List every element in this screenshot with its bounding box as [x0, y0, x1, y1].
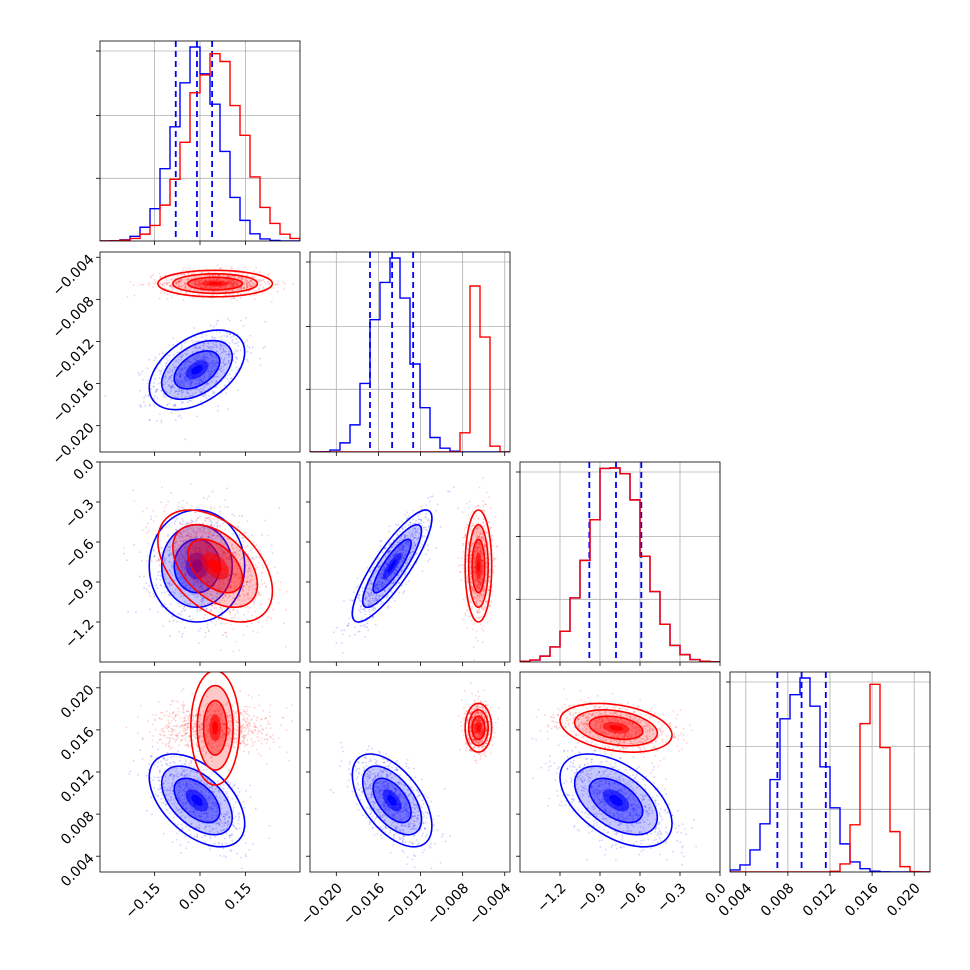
hist-panel-3 — [726, 671, 931, 876]
hist-1-series-1 — [310, 285, 510, 452]
xtick-label-param-1-1: −0.016 — [340, 880, 388, 928]
contour-1-0-series-1-core — [208, 282, 222, 286]
scatter-panel-3-0 — [96, 671, 301, 876]
contour-3-1-series-1-core — [476, 724, 480, 731]
ytick-label-param-3-1: 0.008 — [58, 808, 98, 848]
ytick-label-param-2-0: −1.2 — [62, 616, 97, 651]
hist-2-frame — [519, 461, 721, 663]
ytick-label-param-3-3: 0.016 — [58, 724, 98, 764]
contour-3-2-series-0-core — [609, 794, 623, 806]
ytick-label-param-2-4: 0.0 — [71, 456, 98, 483]
scatter-panel-2-1 — [306, 461, 511, 666]
contour-3-1-series-0-level-0 — [351, 753, 433, 848]
hist-panel-2 — [516, 461, 721, 666]
hist-3-frame — [729, 671, 931, 873]
xtick-label-param-2-3: −0.3 — [654, 880, 689, 915]
contour-2-0-series-0-core — [191, 559, 203, 573]
ytick-label-param-2-2: −0.6 — [62, 536, 97, 571]
xtick-label-param-2-1: −0.9 — [574, 880, 609, 915]
contour-2-0-series-1-core — [208, 559, 222, 573]
xtick-label-param-2-0: −1.2 — [534, 880, 569, 915]
scatter-3-0-frame — [99, 671, 301, 873]
contour-3-2-series-1-core — [609, 724, 623, 731]
scatter-panel-3-1 — [306, 671, 511, 876]
contour-3-0-series-0-level-0 — [148, 753, 246, 848]
hist-panel-1 — [306, 251, 511, 456]
ytick-label-param-2-1: −0.9 — [62, 576, 97, 611]
xtick-label-param-1-4: −0.004 — [466, 880, 514, 928]
contour-2-0-series-1-level-0 — [157, 509, 274, 623]
scatter-3-1-frame — [309, 671, 511, 873]
xtick-label-param-0-1: 0.00 — [176, 880, 209, 913]
scatter-1-0-frame — [99, 251, 301, 453]
contour-3-0-series-1-core — [212, 720, 219, 735]
ytick-label-param-3-2: 0.012 — [58, 766, 98, 806]
ytick-label-param-1-1: −0.016 — [50, 378, 98, 426]
xtick-label-param-1-3: −0.008 — [424, 880, 472, 928]
hist-0-series-1 — [100, 52, 300, 241]
contour-3-0-series-0-core — [191, 794, 203, 806]
ytick-label-param-1-2: −0.012 — [50, 336, 98, 384]
xtick-label-param-0-2: 0.15 — [222, 880, 255, 913]
contour-3-2-series-1-level-0 — [559, 702, 673, 753]
scatter-panel-2-0 — [96, 461, 301, 666]
xtick-label-param-3-1: 0.008 — [758, 880, 798, 920]
xtick-label-param-1-2: −0.012 — [382, 880, 430, 928]
xtick-label-param-3-4: 0.020 — [884, 880, 924, 920]
contour-2-1-series-0-level-0 — [351, 509, 433, 623]
ytick-label-param-1-3: −0.008 — [50, 294, 98, 342]
scatter-2-0-frame — [99, 461, 301, 663]
hist-2-series-1 — [520, 467, 720, 662]
ytick-label-param-3-4: 0.020 — [58, 682, 98, 722]
scatter-3-2-frame — [519, 671, 721, 873]
xtick-label-param-2-2: −0.6 — [614, 880, 649, 915]
contour-2-1-series-1-level-0 — [464, 509, 493, 623]
contour-3-2-series-0-level-0 — [559, 753, 673, 848]
hist-0-series-0 — [100, 46, 300, 241]
scatter-panel-3-2 — [516, 671, 721, 876]
contour-3-0-series-1-level-0 — [190, 672, 241, 786]
contour-1-0-series-1-level-0 — [157, 269, 274, 298]
xtick-label-param-3-3: 0.016 — [842, 880, 882, 920]
hist-0-frame — [99, 40, 301, 242]
contour-3-1-series-0-core — [387, 794, 397, 806]
contour-1-0-series-0-core — [191, 365, 203, 375]
scatter-panel-1-0 — [96, 251, 301, 456]
hist-1-frame — [309, 251, 511, 453]
scatter-2-1-frame — [309, 461, 511, 663]
xtick-label-param-0-0: −0.15 — [123, 880, 165, 922]
contour-2-1-series-1-core — [476, 559, 480, 573]
xtick-label-param-1-0: −0.020 — [298, 880, 346, 928]
contour-3-1-series-1-level-0 — [464, 702, 493, 753]
contour-2-1-series-0-core — [387, 559, 397, 573]
hist-2-series-0 — [520, 467, 720, 662]
ytick-label-param-3-0: 0.004 — [58, 850, 98, 890]
xtick-label-param-3-2: 0.012 — [800, 880, 840, 920]
hist-3-series-1 — [730, 683, 930, 872]
contour-1-0-series-0-level-0 — [148, 329, 246, 411]
ytick-label-param-1-4: −0.004 — [50, 252, 98, 300]
hist-panel-0 — [96, 40, 301, 245]
ytick-label-param-2-3: −0.3 — [62, 496, 97, 531]
